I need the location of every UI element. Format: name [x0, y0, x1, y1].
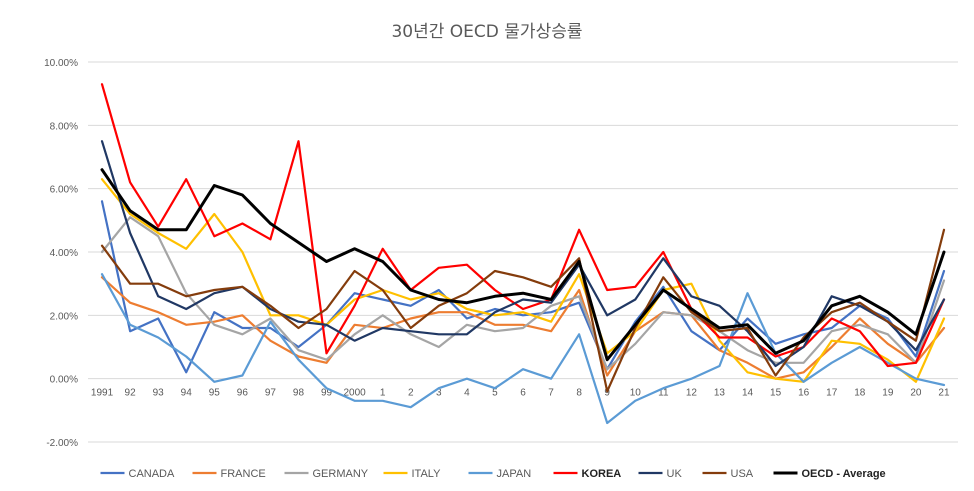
legend-item: KOREA — [553, 468, 622, 480]
x-tick-label: 8 — [576, 388, 582, 399]
x-tick-label: 17 — [826, 388, 838, 399]
legend-item: UK — [638, 468, 683, 480]
legend-item: JAPAN — [468, 468, 532, 480]
x-tick-label: 2 — [408, 388, 414, 399]
series-line-japan — [100, 273, 946, 425]
x-tick-label: 97 — [265, 388, 277, 399]
x-tick-label: 95 — [209, 388, 221, 399]
x-tick-label: 92 — [125, 388, 137, 399]
y-tick-label: 10.00% — [44, 58, 78, 69]
legend-label: KOREA — [582, 468, 622, 480]
series-line-germany — [100, 216, 946, 371]
x-tick-label: 21 — [938, 388, 950, 399]
x-tick-label: 10 — [630, 388, 642, 399]
legend: CANADA FRANCE GERMANY ITALY JAPAN KOREA UK USA O… — [100, 468, 886, 480]
gridlines — [88, 61, 958, 443]
series-line-usa — [100, 228, 946, 393]
x-tick-label: 20 — [910, 388, 922, 399]
x-tick-label: 99 — [321, 388, 333, 399]
legend-item: OECD - Average — [773, 468, 886, 480]
x-tick-label: 6 — [520, 388, 526, 399]
series-lines — [100, 83, 946, 425]
legend-label: CANADA — [129, 468, 176, 480]
chart-title: 30년간 OECD 물가상승률 — [391, 22, 582, 42]
x-tick-label: 19 — [882, 388, 894, 399]
legend-item: GERMANY — [284, 468, 369, 480]
legend-item: CANADA — [100, 468, 176, 480]
x-tick-label: 15 — [770, 388, 782, 399]
y-tick-label: 6.00% — [50, 185, 78, 196]
legend-label: FRANCE — [221, 468, 266, 480]
x-tick-label: 11 — [658, 388, 669, 399]
y-tick-label: 0.00% — [50, 375, 78, 386]
y-tick-label: 4.00% — [50, 248, 78, 259]
legend-label: UK — [667, 468, 683, 480]
x-tick-label: 1 — [380, 388, 386, 399]
x-tick-label: 98 — [293, 388, 305, 399]
series-line-canada — [100, 200, 946, 374]
y-tick-label: -2.00% — [46, 438, 78, 449]
legend-label: ITALY — [412, 468, 442, 480]
series-line-italy — [100, 178, 946, 383]
legend-item: FRANCE — [192, 468, 266, 480]
x-tick-label: 13 — [714, 388, 726, 399]
x-tick-label: 14 — [742, 388, 754, 399]
x-tick-label: 5 — [492, 388, 498, 399]
x-tick-label: 9 — [604, 388, 610, 399]
x-tick-label: 94 — [181, 388, 193, 399]
legend-label: OECD - Average — [802, 468, 886, 480]
x-tick-label: 1991 — [91, 388, 114, 399]
legend-label: JAPAN — [497, 468, 532, 480]
x-axis-ticks: 1991 92 93 94 95 96 97 98 99 2000 1 2 3 4 5 6 7 8 9 10 11 12 1… — [91, 388, 950, 399]
x-tick-label: 16 — [798, 388, 810, 399]
x-tick-label: 12 — [686, 388, 698, 399]
x-tick-label: 2000 — [343, 388, 366, 399]
x-tick-label: 18 — [854, 388, 866, 399]
y-tick-label: 8.00% — [50, 121, 78, 132]
legend-item: ITALY — [383, 468, 442, 480]
x-tick-label: 4 — [464, 388, 470, 399]
y-axis-ticks: -2.00% 0.00% 2.00% 4.00% 6.00% 8.00% 10.00% — [44, 58, 78, 449]
x-tick-label: 96 — [237, 388, 249, 399]
series-line-france — [100, 276, 946, 380]
series-line-oecd-average — [100, 168, 946, 362]
x-tick-label: 7 — [548, 388, 554, 399]
x-tick-label: 93 — [153, 388, 165, 399]
x-tick-label: 3 — [436, 388, 442, 399]
y-tick-label: 2.00% — [50, 311, 78, 322]
legend-label: USA — [731, 468, 754, 480]
legend-item: USA — [702, 468, 754, 480]
legend-label: GERMANY — [313, 468, 369, 480]
